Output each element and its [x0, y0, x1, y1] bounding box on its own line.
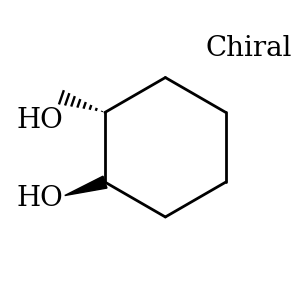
Text: HO: HO: [16, 185, 63, 212]
Polygon shape: [65, 176, 107, 195]
Text: HO: HO: [16, 107, 63, 134]
Text: Chiral: Chiral: [206, 35, 292, 62]
